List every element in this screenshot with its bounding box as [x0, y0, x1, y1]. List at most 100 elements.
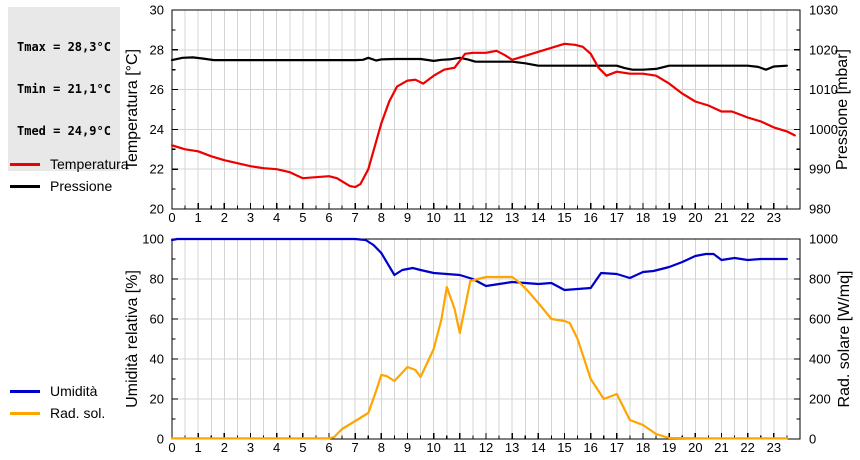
x-tick-label: 8 — [378, 440, 385, 455]
x-tick-label: 2 — [221, 440, 228, 455]
x-tick-label: 3 — [247, 440, 254, 455]
legend-label-umidita: Umidità — [50, 383, 98, 399]
pressione-line — [170, 56, 789, 71]
x-tick-label: 0 — [168, 210, 175, 225]
temperature-pressure-chart: 0 1 2 3 4 5 6 7 8 9 10 11 12 13 14 15 16 17 18 19 20 21 22 2320… — [124, 3, 851, 226]
x-tick-label: 15 — [557, 440, 571, 455]
left-axis-title: Umidità relativa [%] — [124, 270, 141, 408]
x-tick-label: 14 — [531, 440, 545, 455]
x-tick-label: 11 — [453, 210, 467, 225]
left-axis-title: Temperatura [°C] — [124, 49, 141, 170]
legend-item-rad-sol: Rad. sol. — [10, 402, 105, 424]
x-tick-label: 9 — [404, 210, 411, 225]
x-tick-label: 8 — [378, 210, 385, 225]
x-tick-label: 4 — [273, 210, 280, 225]
legend-label-rad-sol: Rad. sol. — [50, 405, 106, 421]
right-tick-label: 200 — [809, 392, 831, 407]
x-tick-label: 12 — [479, 210, 493, 225]
legend-item-umidita: Umidità — [10, 380, 105, 402]
right-tick-label: 0 — [809, 432, 816, 447]
x-tick-label: 16 — [583, 210, 597, 225]
x-tick-label: 15 — [557, 210, 571, 225]
right-tick-label: 400 — [809, 352, 831, 367]
legend-item-pressione: Pressione — [10, 175, 129, 197]
umidita-line-swatch — [10, 389, 40, 393]
x-tick-label: 23 — [767, 210, 781, 225]
right-tick-label: 980 — [809, 202, 831, 217]
x-tick-label: 11 — [453, 440, 467, 455]
x-tick-label: 19 — [662, 210, 676, 225]
x-tick-label: 13 — [505, 440, 519, 455]
left-tick-label: 80 — [150, 272, 164, 287]
left-tick-label: 30 — [150, 3, 164, 18]
legend-temperature-pressure: Temperatura Pressione — [10, 153, 129, 197]
left-tick-label: 28 — [150, 42, 164, 57]
right-tick-label: 600 — [809, 312, 831, 327]
x-tick-label: 18 — [636, 440, 650, 455]
right-tick-label: 800 — [809, 272, 831, 287]
tmin-value: Tmin = 21,1°C — [17, 82, 111, 96]
umidita-line — [170, 237, 789, 292]
right-tick-label: 1000 — [809, 232, 838, 247]
pressione-line-swatch — [10, 184, 40, 188]
x-tick-label: 20 — [688, 440, 702, 455]
right-tick-label: 1000 — [809, 122, 838, 137]
left-tick-label: 100 — [142, 232, 164, 247]
right-tick-label: 1020 — [809, 42, 838, 57]
x-tick-label: 7 — [352, 210, 359, 225]
x-tick-label: 5 — [299, 440, 306, 455]
x-tick-label: 7 — [352, 440, 359, 455]
x-tick-label: 10 — [426, 440, 440, 455]
tmax-value: Tmax = 28,3°C — [17, 40, 111, 54]
left-tick-label: 22 — [150, 162, 164, 177]
x-tick-label: 21 — [714, 440, 728, 455]
x-tick-label: 17 — [610, 210, 624, 225]
right-axis-title: Rad. solare [W/mq] — [836, 271, 853, 408]
x-tick-label: 22 — [740, 210, 754, 225]
left-tick-label: 40 — [150, 352, 164, 367]
x-tick-label: 12 — [479, 440, 493, 455]
x-tick-label: 0 — [168, 440, 175, 455]
temperatura-line-swatch — [10, 162, 40, 166]
left-tick-label: 60 — [150, 312, 164, 327]
rad-solare-line — [170, 275, 789, 440]
x-tick-label: 9 — [404, 440, 411, 455]
right-tick-label: 1010 — [809, 82, 838, 97]
x-tick-label: 17 — [610, 440, 624, 455]
x-tick-label: 21 — [714, 210, 728, 225]
right-axis-title: Pressione [mbar] — [834, 49, 851, 170]
x-tick-label: 19 — [662, 440, 676, 455]
x-tick-label: 6 — [325, 210, 332, 225]
temperatura-line — [170, 42, 796, 189]
left-tick-label: 24 — [150, 122, 164, 137]
x-tick-label: 2 — [221, 210, 228, 225]
x-tick-label: 16 — [583, 440, 597, 455]
x-tick-label: 13 — [505, 210, 519, 225]
temperature-stats-box: Tmax = 28,3°C Tmin = 21,1°C Tmed = 24,9°… — [8, 7, 120, 171]
rad-solare-line-swatch — [10, 411, 40, 415]
legend-label-temperatura: Temperatura — [50, 156, 129, 172]
x-tick-label: 4 — [273, 440, 280, 455]
x-tick-label: 18 — [636, 210, 650, 225]
right-tick-label: 1030 — [809, 3, 838, 18]
x-tick-label: 10 — [426, 210, 440, 225]
left-tick-label: 0 — [157, 432, 164, 447]
x-tick-label: 6 — [325, 440, 332, 455]
x-tick-label: 23 — [767, 440, 781, 455]
tmed-value: Tmed = 24,9°C — [17, 124, 111, 138]
x-tick-label: 14 — [531, 210, 545, 225]
x-tick-label: 5 — [299, 210, 306, 225]
legend-item-temperatura: Temperatura — [10, 153, 129, 175]
left-tick-label: 20 — [150, 202, 164, 217]
legend-humidity-solar: Umidità Rad. sol. — [10, 380, 105, 424]
left-tick-label: 26 — [150, 82, 164, 97]
x-tick-label: 20 — [688, 210, 702, 225]
x-tick-label: 1 — [195, 440, 202, 455]
right-tick-label: 990 — [809, 162, 831, 177]
x-tick-label: 3 — [247, 210, 254, 225]
x-tick-label: 22 — [740, 440, 754, 455]
x-tick-label: 1 — [195, 210, 202, 225]
left-tick-label: 20 — [150, 392, 164, 407]
legend-label-pressione: Pressione — [50, 178, 113, 194]
